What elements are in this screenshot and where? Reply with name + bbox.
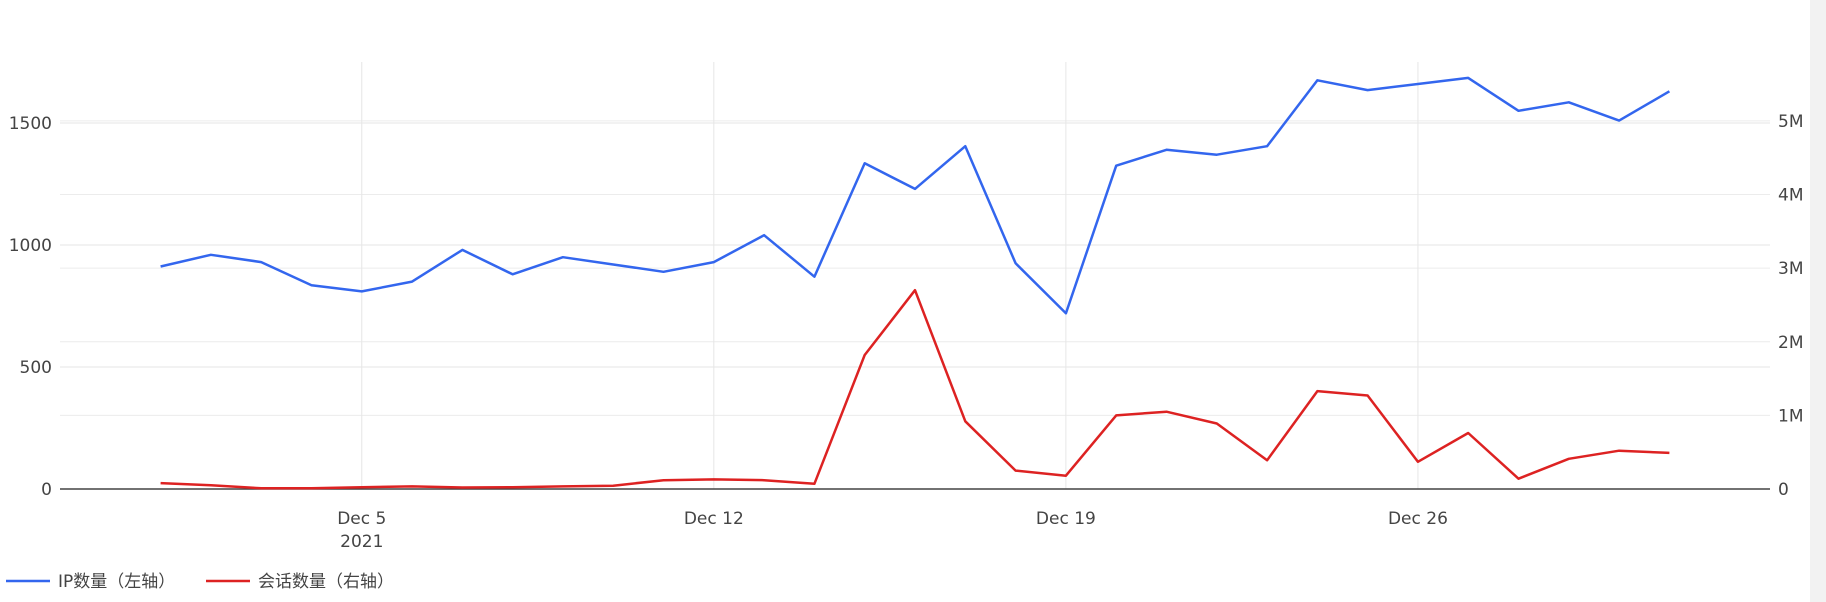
series-line-1 <box>160 76 1671 315</box>
legend-label: 会话数量（右轴） <box>258 572 394 592</box>
legend-label: IP数量（左轴） <box>58 572 175 592</box>
x-tick-label: Dec 12 <box>684 509 744 529</box>
x-tick-sublabel: 2021 <box>340 532 383 552</box>
right-tick-label: 4M <box>1778 186 1803 206</box>
x-tick-label: Dec 5 <box>337 509 386 529</box>
series-line-2 <box>160 288 1670 490</box>
scrollbar-track[interactable] <box>1810 0 1826 602</box>
right-tick-label: 5M <box>1778 112 1803 132</box>
series-lines <box>160 76 1671 490</box>
x-tick-label: Dec 19 <box>1036 509 1096 529</box>
x-tick-label: Dec 26 <box>1388 509 1448 529</box>
left-tick-label: 1000 <box>9 236 52 256</box>
legend[interactable]: IP数量（左轴） 会话数量（右轴） <box>6 572 394 592</box>
right-tick-label: 1M <box>1778 406 1803 426</box>
legend-item-1[interactable]: IP数量（左轴） <box>6 572 175 592</box>
left-tick-label: 1500 <box>9 114 52 134</box>
right-tick-label: 3M <box>1778 259 1803 279</box>
right-tick-label: 2M <box>1778 333 1803 353</box>
left-y-axis: 0 500 1000 1500 <box>9 114 52 500</box>
right-y-axis: 0 1M 2M 3M 4M 5M <box>1778 112 1803 500</box>
legend-item-2[interactable]: 会话数量（右轴） <box>206 572 394 592</box>
right-tick-label: 0 <box>1778 480 1789 500</box>
gridlines <box>60 62 1770 489</box>
x-axis: Dec 5 2021 Dec 12 Dec 19 Dec 26 <box>60 488 1770 552</box>
left-tick-label: 500 <box>20 358 52 378</box>
left-tick-label: 0 <box>41 480 52 500</box>
